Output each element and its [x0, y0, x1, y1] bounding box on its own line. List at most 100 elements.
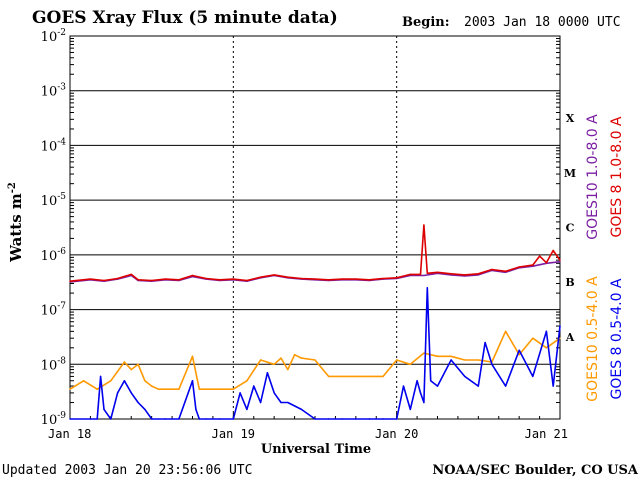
series-goes-8-0-5-4-0-a	[69, 286, 561, 420]
flare-class-m: M	[564, 167, 576, 180]
data-point	[287, 276, 289, 278]
data-point	[300, 277, 303, 280]
x-tick-label: Jan 18	[48, 427, 91, 441]
data-point	[532, 264, 534, 266]
data-point	[382, 277, 384, 280]
data-point	[239, 392, 241, 394]
data-point	[395, 277, 398, 279]
data-point	[538, 255, 541, 257]
data-point	[164, 418, 166, 420]
data-point	[164, 278, 166, 280]
data-point	[450, 273, 452, 275]
x-tick-label: Jan 19	[212, 427, 255, 441]
data-point	[559, 325, 561, 327]
y-tick-label: 10-9	[41, 411, 67, 428]
data-point	[559, 260, 561, 263]
data-point	[552, 249, 554, 252]
series-goes-8-1-0-8-0-a	[69, 224, 561, 282]
data-point	[423, 352, 425, 354]
data-point	[464, 359, 466, 361]
data-point	[419, 273, 422, 276]
data-point	[409, 273, 411, 276]
data-point	[273, 392, 275, 394]
data-point	[423, 401, 425, 404]
y-tick-label: 10-4	[41, 137, 67, 154]
data-point	[116, 392, 119, 394]
data-point	[293, 353, 296, 356]
data-point	[103, 408, 105, 411]
data-point	[532, 337, 534, 339]
legend: GOES10 1.0-8.0 A GOES 8 1.0-8.0 A GOES10 0…	[585, 114, 625, 402]
data-point	[419, 392, 422, 394]
data-point	[123, 361, 126, 363]
begin-value: 2003 Jan 18 0000 UTC	[464, 15, 621, 30]
data-point	[246, 279, 248, 282]
data-point	[232, 278, 235, 280]
data-point	[518, 349, 520, 352]
data-point	[300, 357, 303, 359]
data-point	[178, 418, 180, 420]
data-point	[137, 363, 139, 365]
data-point	[484, 341, 486, 344]
data-point	[178, 388, 180, 390]
data-point	[423, 274, 425, 277]
data-point	[429, 380, 432, 382]
data-point	[545, 330, 548, 333]
data-point	[327, 375, 330, 378]
data-point	[416, 380, 418, 382]
begin-label: Begin:	[402, 15, 450, 30]
data-point	[368, 279, 371, 281]
legend-entry: GOES 8 0.5-4.0 A	[609, 278, 625, 399]
data-point	[368, 418, 371, 420]
data-point	[327, 279, 330, 281]
data-point	[450, 355, 452, 357]
data-point	[287, 368, 289, 371]
data-point	[436, 271, 439, 273]
data-point	[368, 375, 371, 378]
data-point	[191, 355, 194, 357]
x-axis-label: Universal Time	[261, 442, 371, 457]
data-point	[246, 408, 248, 411]
data-point	[314, 418, 316, 420]
data-point	[395, 359, 398, 361]
chart-title: GOES Xray Flux (5 minute data)	[32, 8, 338, 28]
data-point	[559, 259, 561, 261]
data-point	[287, 401, 289, 404]
data-point	[341, 278, 343, 280]
y-tick-label: 10-7	[41, 302, 67, 319]
data-point	[355, 375, 357, 378]
data-point	[82, 380, 85, 382]
series-layer	[69, 224, 561, 420]
data-point	[69, 418, 71, 420]
data-point	[198, 388, 201, 390]
y-tick-label: 10-3	[41, 83, 67, 100]
data-point	[198, 418, 201, 420]
data-point	[157, 388, 160, 390]
data-point	[355, 278, 357, 280]
legend-entry: GOES 8 1.0-8.0 A	[609, 116, 625, 237]
data-point	[110, 418, 112, 420]
data-point	[205, 388, 207, 390]
y-tick-label: 10-2	[41, 28, 66, 45]
legend-entry: GOES10 0.5-4.0 A	[585, 276, 601, 402]
flare-class-x: X	[566, 112, 575, 125]
data-point	[164, 388, 166, 390]
series-goes10-0-5-4-0-a	[69, 330, 561, 391]
data-point	[232, 418, 235, 420]
data-point	[464, 375, 466, 378]
data-point	[96, 418, 98, 420]
x-tick-label: Jan 20	[375, 427, 418, 441]
x-axis: Jan 18 Jan 19 Jan 20 Jan 21	[48, 413, 568, 441]
flare-class-a: A	[565, 331, 575, 344]
data-point	[436, 355, 439, 357]
data-point	[150, 418, 153, 420]
data-point	[150, 279, 153, 282]
data-point	[103, 279, 105, 282]
data-point	[552, 385, 554, 387]
data-point	[545, 261, 548, 264]
data-point	[137, 279, 139, 281]
data-point	[327, 418, 330, 420]
data-point	[137, 401, 139, 404]
data-point	[314, 278, 316, 280]
data-point	[178, 279, 180, 281]
